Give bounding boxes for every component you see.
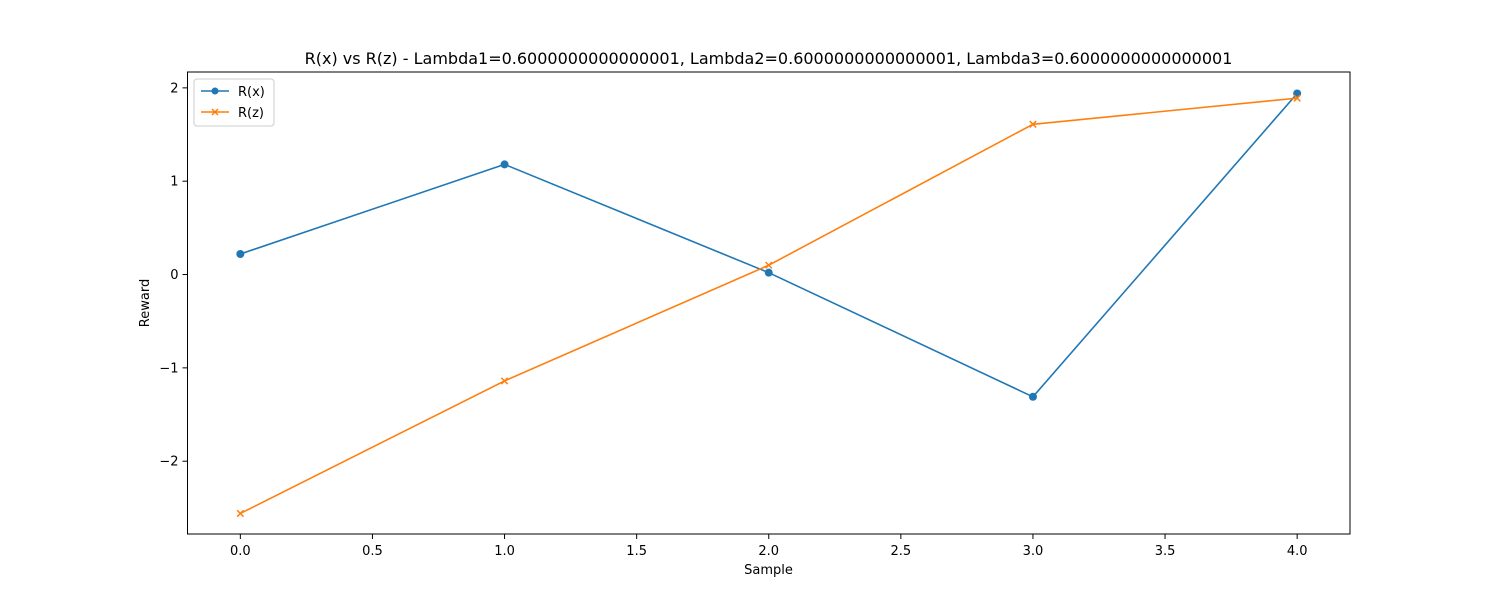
data-point-rz (1029, 120, 1037, 128)
x-tick-label: 1.0 (494, 544, 515, 559)
x-tick-label: 2.0 (758, 544, 779, 559)
y-tick-label: −1 (159, 361, 178, 376)
x-tick-label: 3.0 (1023, 544, 1044, 559)
data-point-rz (765, 261, 773, 269)
y-tick-label: 0 (170, 268, 178, 283)
x-tick-label: 1.5 (626, 544, 647, 559)
x-tick-label: 4.0 (1287, 544, 1308, 559)
legend-label-rx: R(x) (238, 85, 265, 100)
legend-marker-rx (211, 87, 219, 95)
data-point-rx (1028, 392, 1037, 401)
data-point-rx (764, 268, 773, 277)
series-layer (236, 89, 1302, 518)
legend-label-rz: R(z) (238, 106, 264, 121)
legend: R(x) R(z) (193, 78, 275, 127)
data-point-rz (1293, 94, 1301, 102)
y-tick-label: −2 (159, 455, 178, 470)
chart-title: R(x) vs R(z) - Lambda1=0.600000000000000… (305, 49, 1233, 68)
plot-area (187, 72, 1350, 534)
y-axis-label: Reward (138, 279, 153, 327)
x-tick-label: 2.5 (891, 544, 912, 559)
data-point-rz (236, 509, 245, 518)
x-tick-label: 3.5 (1155, 544, 1176, 559)
legend-marker-rz (211, 108, 219, 116)
y-tick-label: 1 (170, 175, 178, 190)
x-tick-label: 0.0 (230, 544, 251, 559)
x-axis: 0.0 0.5 1.0 1.5 2.0 2.5 3.0 3.5 4.0 (230, 534, 1308, 559)
x-axis-label: Sample (744, 563, 793, 578)
y-tick-label: 2 (170, 81, 178, 96)
y-axis: −2 −1 0 1 2 (159, 81, 188, 470)
x-tick-label: 0.5 (362, 544, 383, 559)
data-point-rx (500, 160, 509, 169)
data-point-rx (236, 250, 245, 258)
data-point-rz (500, 377, 509, 385)
